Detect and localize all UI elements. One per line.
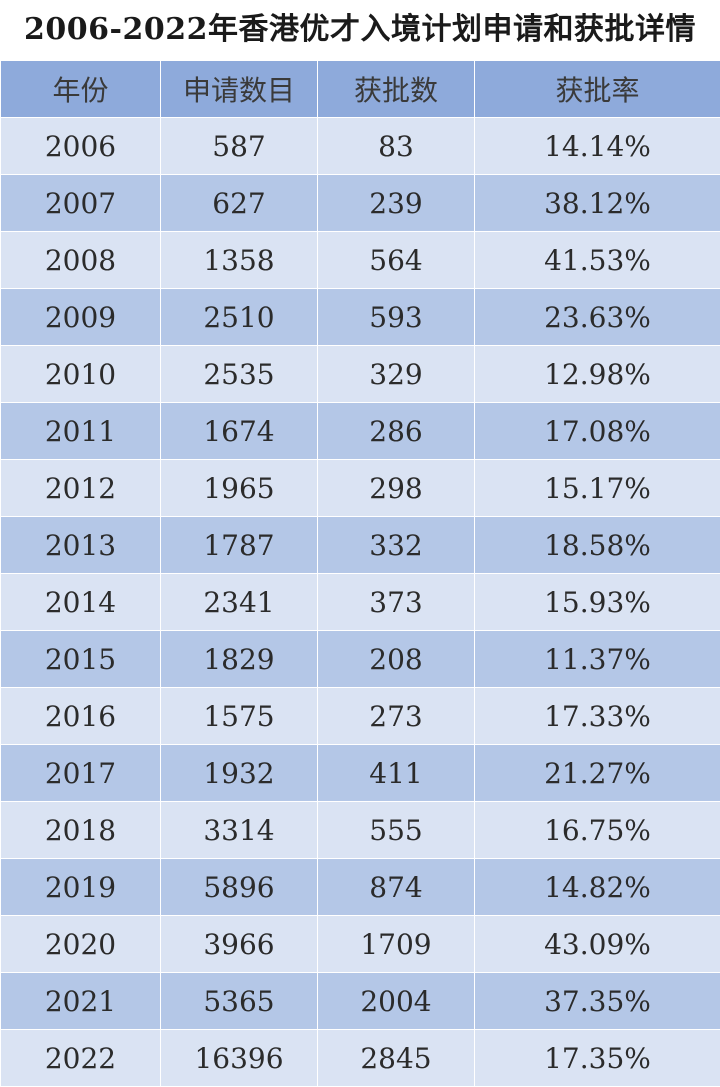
cell-year: 2017 — [1, 745, 161, 802]
cell-applications: 587 — [161, 118, 318, 175]
cell-applications: 2510 — [161, 289, 318, 346]
cell-approved: 273 — [318, 688, 475, 745]
cell-approved: 593 — [318, 289, 475, 346]
cell-year: 2011 — [1, 403, 161, 460]
cell-year: 2008 — [1, 232, 161, 289]
cell-approval-rate: 23.63% — [475, 289, 720, 346]
cell-applications: 1358 — [161, 232, 318, 289]
header-approval-rate: 获批率 — [475, 61, 720, 118]
cell-approved: 239 — [318, 175, 475, 232]
cell-approval-rate: 11.37% — [475, 631, 720, 688]
cell-year: 2007 — [1, 175, 161, 232]
header-approved: 获批数 — [318, 61, 475, 118]
cell-approved: 373 — [318, 574, 475, 631]
cell-approval-rate: 17.08% — [475, 403, 720, 460]
header-applications: 申请数目 — [161, 61, 318, 118]
cell-approval-rate: 43.09% — [475, 916, 720, 973]
cell-applications: 3314 — [161, 802, 318, 859]
cell-year: 2010 — [1, 346, 161, 403]
cell-approval-rate: 18.58% — [475, 517, 720, 574]
cell-approved: 411 — [318, 745, 475, 802]
cell-approval-rate: 15.93% — [475, 574, 720, 631]
cell-approval-rate: 14.14% — [475, 118, 720, 175]
cell-applications: 1674 — [161, 403, 318, 460]
page-title: 2006-2022年香港优才入境计划申请和获批详情 — [0, 0, 720, 60]
cell-year: 2009 — [1, 289, 161, 346]
cell-approval-rate: 21.27% — [475, 745, 720, 802]
cell-year: 2013 — [1, 517, 161, 574]
cell-applications: 1965 — [161, 460, 318, 517]
cell-approval-rate: 38.12% — [475, 175, 720, 232]
cell-year: 2006 — [1, 118, 161, 175]
cell-applications: 5365 — [161, 973, 318, 1030]
header-row: 年份 申请数目 获批数 获批率 — [1, 61, 720, 118]
cell-applications: 3966 — [161, 916, 318, 973]
cell-applications: 2341 — [161, 574, 318, 631]
cell-approved: 332 — [318, 517, 475, 574]
cell-approval-rate: 16.75% — [475, 802, 720, 859]
cell-approval-rate: 41.53% — [475, 232, 720, 289]
cell-approval-rate: 37.35% — [475, 973, 720, 1030]
cell-approval-rate: 12.98% — [475, 346, 720, 403]
cell-approved: 564 — [318, 232, 475, 289]
cell-year: 2018 — [1, 802, 161, 859]
cell-year: 2021 — [1, 973, 161, 1030]
cell-applications: 5896 — [161, 859, 318, 916]
cell-applications: 1932 — [161, 745, 318, 802]
cell-year: 2016 — [1, 688, 161, 745]
cell-year: 2019 — [1, 859, 161, 916]
cell-applications: 1575 — [161, 688, 318, 745]
cell-approval-rate: 17.35% — [475, 1030, 720, 1087]
cell-year: 2020 — [1, 916, 161, 973]
cell-applications: 1787 — [161, 517, 318, 574]
cell-approval-rate: 15.17% — [475, 460, 720, 517]
cell-approved: 83 — [318, 118, 475, 175]
cell-year: 2022 — [1, 1030, 161, 1087]
cell-approval-rate: 14.82% — [475, 859, 720, 916]
cell-approved: 1709 — [318, 916, 475, 973]
cell-approved: 874 — [318, 859, 475, 916]
cell-applications: 1829 — [161, 631, 318, 688]
cell-applications: 627 — [161, 175, 318, 232]
cell-approved: 208 — [318, 631, 475, 688]
cell-applications: 2535 — [161, 346, 318, 403]
cell-year: 2012 — [1, 460, 161, 517]
cell-approved: 2845 — [318, 1030, 475, 1087]
cell-applications: 16396 — [161, 1030, 318, 1087]
cell-approved: 298 — [318, 460, 475, 517]
cell-approved: 286 — [318, 403, 475, 460]
header-year: 年份 — [1, 61, 161, 118]
cell-year: 2015 — [1, 631, 161, 688]
cell-approved: 329 — [318, 346, 475, 403]
cell-approved: 555 — [318, 802, 475, 859]
cell-year: 2014 — [1, 574, 161, 631]
cell-approved: 2004 — [318, 973, 475, 1030]
cell-approval-rate: 17.33% — [475, 688, 720, 745]
